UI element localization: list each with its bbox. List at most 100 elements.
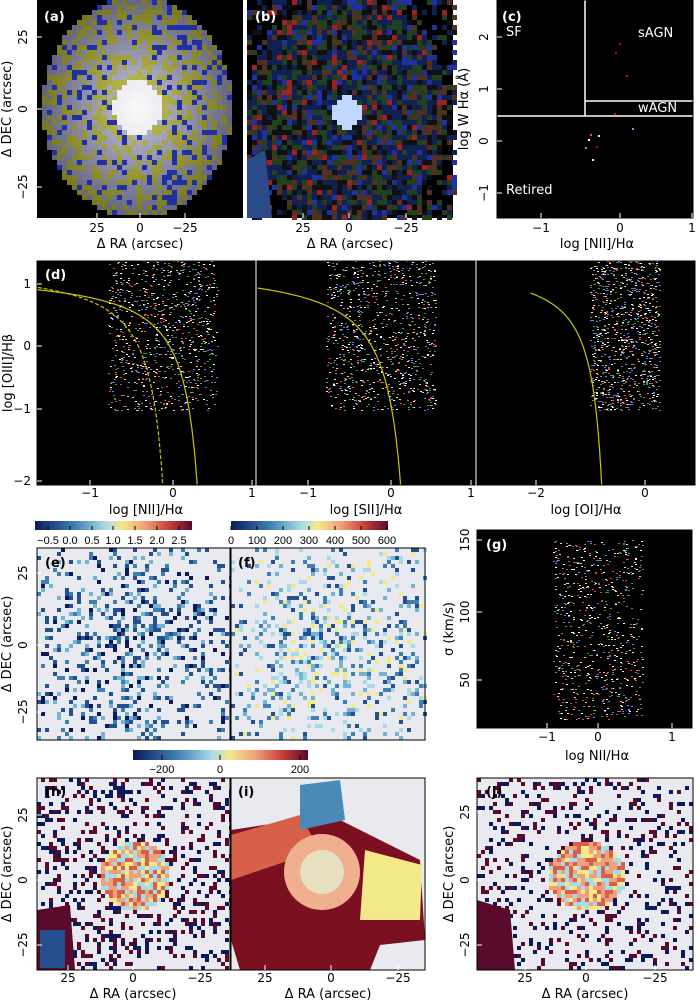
pixel [407, 55, 412, 60]
pixel [417, 40, 422, 45]
pixel [297, 145, 302, 150]
data-point [383, 343, 385, 344]
data-point [391, 364, 393, 365]
pixel [362, 50, 367, 55]
data-point [641, 378, 643, 379]
pixel [257, 150, 262, 155]
data-point [415, 349, 417, 350]
pixel [152, 25, 157, 30]
pixel [337, 20, 342, 25]
data-point [428, 342, 430, 343]
pixel [157, 105, 162, 110]
pixel [402, 130, 407, 135]
pixel [257, 125, 262, 130]
pixel [322, 10, 327, 15]
data-point [145, 353, 147, 354]
pixel [97, 185, 102, 190]
data-point [111, 287, 113, 288]
pixel [357, 15, 362, 20]
pixel [47, 125, 52, 130]
pixel [82, 160, 87, 165]
data-point [132, 397, 134, 398]
data-point [109, 391, 111, 392]
pixel [167, 25, 172, 30]
data-point [433, 330, 435, 331]
pixel [172, 25, 177, 30]
pixel [257, 85, 262, 90]
pixel [172, 110, 177, 115]
pixel [222, 105, 227, 110]
data-point [344, 383, 346, 384]
pixel [247, 10, 252, 15]
pixel [377, 40, 382, 45]
data-point [328, 336, 330, 337]
blue-region [247, 150, 272, 218]
data-point [384, 277, 386, 278]
pixel [292, 85, 297, 90]
pixel [332, 160, 337, 165]
pixel [267, 165, 272, 170]
pixel [87, 90, 92, 95]
pixel [367, 15, 372, 20]
pixel [167, 70, 172, 75]
pixel [87, 145, 92, 150]
data-point [154, 316, 156, 317]
pixel [67, 90, 72, 95]
pixel [362, 185, 367, 190]
pixel [82, 30, 87, 35]
pixel [152, 45, 157, 50]
data-point [212, 336, 214, 337]
pixel [72, 125, 77, 130]
data-point [200, 349, 202, 350]
data-point [167, 341, 169, 342]
pixel [67, 135, 72, 140]
pixel [152, 100, 157, 105]
pixel [47, 85, 52, 90]
data-point [610, 291, 612, 292]
data-point [376, 286, 378, 287]
data-point [123, 374, 125, 375]
pixel [397, 60, 402, 65]
pixel [157, 165, 162, 170]
pixel [62, 45, 67, 50]
pixel [272, 65, 277, 70]
pixel [92, 120, 97, 125]
pixel [87, 185, 92, 190]
pixel [162, 90, 167, 95]
pixel [167, 60, 172, 65]
pixel [287, 170, 292, 175]
pixel [307, 25, 312, 30]
data-point [403, 383, 405, 384]
data-point [109, 264, 111, 265]
pixel [212, 110, 217, 115]
data-point [179, 322, 181, 323]
pixel [322, 65, 327, 70]
panel-d-bg [477, 261, 695, 485]
data-point [151, 394, 153, 395]
data-point [389, 396, 391, 397]
pixel [262, 145, 267, 150]
data-point [646, 358, 648, 359]
pixel [112, 195, 117, 200]
pixel [352, 60, 357, 65]
data-point [214, 340, 216, 341]
pixel [217, 150, 222, 155]
pixel [147, 200, 152, 205]
data-point [404, 345, 406, 346]
pixel [212, 140, 217, 145]
pixel [387, 105, 392, 110]
pixel [92, 35, 97, 40]
pixel [97, 145, 102, 150]
data-point [138, 408, 140, 409]
pixel [342, 75, 347, 80]
pixel [117, 40, 122, 45]
data-point [136, 383, 138, 384]
data-point [422, 368, 424, 369]
pixel [292, 0, 297, 5]
pixel [312, 175, 317, 180]
pixel [342, 5, 347, 10]
pixel [432, 205, 437, 210]
data-point [656, 347, 658, 348]
data-point [196, 360, 198, 361]
pixel [92, 40, 97, 45]
